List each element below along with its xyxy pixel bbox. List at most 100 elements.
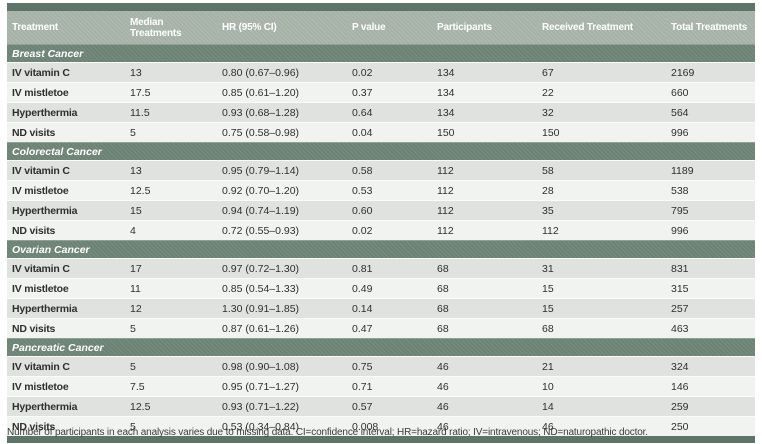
cell-hr-95-ci: 0.98 (0.90–1.08): [217, 356, 347, 377]
section-title: Ovarian Cancer: [7, 240, 755, 259]
cell-treatment: Hyperthermia: [7, 200, 125, 221]
cell-participants: 112: [432, 160, 537, 181]
cell-median-treatments: 4: [125, 220, 217, 241]
table-row: IV vitamin C 13 0.80 (0.67–0.96) 0.02 134 67 2…: [7, 62, 755, 83]
cell-participants: 46: [432, 396, 537, 417]
cell-p-value: 0.57: [347, 396, 432, 417]
cell-received-treatment: 21: [537, 356, 666, 377]
cell-p-value: 0.04: [347, 122, 432, 143]
cell-p-value: 0.75: [347, 356, 432, 377]
cell-treatment: IV vitamin C: [7, 258, 125, 279]
cell-median-treatments: 17: [125, 258, 217, 279]
cell-total-treatments: 146: [666, 376, 755, 397]
table-top-rule: [7, 3, 755, 11]
cell-hr-95-ci: 0.53 (0.34–0.84): [217, 416, 347, 436]
cell-total-treatments: 315: [666, 278, 755, 299]
cell-received-treatment: 22: [537, 82, 666, 103]
cell-total-treatments: 259: [666, 396, 755, 417]
table-row: ND visits 5 0.53 (0.34–0.84) 0.008 46 46 250: [7, 416, 755, 436]
cell-p-value: 0.008: [347, 416, 432, 436]
cell-total-treatments: 660: [666, 82, 755, 103]
cell-total-treatments: 831: [666, 258, 755, 279]
table-row: IV mistletoe 12.5 0.92 (0.70–1.20) 0.53 112 2…: [7, 180, 755, 201]
cell-hr-95-ci: 0.75 (0.58–0.98): [217, 122, 347, 143]
section-header-row: Breast Cancer: [7, 44, 755, 63]
table-row: IV mistletoe 7.5 0.95 (0.71–1.27) 0.71 46 10 1…: [7, 376, 755, 397]
cell-treatment: ND visits: [7, 220, 125, 241]
table-row: IV mistletoe 17.5 0.85 (0.61–1.20) 0.37 134 2…: [7, 82, 755, 103]
cell-treatment: IV vitamin C: [7, 160, 125, 181]
cell-participants: 68: [432, 298, 537, 319]
table-row: ND visits 5 0.87 (0.61–1.26) 0.47 68 68 463: [7, 318, 755, 339]
section-title: Pancreatic Cancer: [7, 338, 755, 357]
table-row: Hyperthermia 12 1.30 (0.91–1.85) 0.14 68 15 25…: [7, 298, 755, 319]
data-table: Treatment Median Treatments HR (95% CI) …: [7, 11, 755, 436]
cell-participants: 134: [432, 102, 537, 123]
cell-hr-95-ci: 1.30 (0.91–1.85): [217, 298, 347, 319]
cell-hr-95-ci: 0.87 (0.61–1.26): [217, 318, 347, 339]
cell-hr-95-ci: 0.94 (0.74–1.19): [217, 200, 347, 221]
cell-p-value: 0.49: [347, 278, 432, 299]
cell-treatment: IV mistletoe: [7, 278, 125, 299]
cell-total-treatments: 1189: [666, 160, 755, 181]
cell-total-treatments: 250: [666, 416, 755, 436]
cell-p-value: 0.60: [347, 200, 432, 221]
cell-participants: 46: [432, 376, 537, 397]
cell-median-treatments: 17.5: [125, 82, 217, 103]
table-row: Hyperthermia 12.5 0.93 (0.71–1.22) 0.57 46 14…: [7, 396, 755, 417]
section-header-row: Colorectal Cancer: [7, 142, 755, 161]
cell-participants: 46: [432, 416, 537, 436]
cell-median-treatments: 12.5: [125, 396, 217, 417]
cell-participants: 134: [432, 82, 537, 103]
table-row: IV vitamin C 13 0.95 (0.79–1.14) 0.58 112 58 1…: [7, 160, 755, 181]
cell-p-value: 0.81: [347, 258, 432, 279]
cell-total-treatments: 2169: [666, 62, 755, 83]
table-row: IV mistletoe 11 0.85 (0.54–1.33) 0.49 68 15 31…: [7, 278, 755, 299]
column-header-treatment: Treatment: [7, 11, 125, 45]
cell-median-treatments: 12.5: [125, 180, 217, 201]
cell-received-treatment: 150: [537, 122, 666, 143]
cell-median-treatments: 5: [125, 318, 217, 339]
section-title: Colorectal Cancer: [7, 142, 755, 161]
cell-median-treatments: 5: [125, 122, 217, 143]
cell-participants: 112: [432, 200, 537, 221]
cell-treatment: IV mistletoe: [7, 82, 125, 103]
cell-received-treatment: 58: [537, 160, 666, 181]
cell-received-treatment: 15: [537, 278, 666, 299]
cell-received-treatment: 68: [537, 318, 666, 339]
cell-hr-95-ci: 0.72 (0.55–0.93): [217, 220, 347, 241]
cell-participants: 68: [432, 318, 537, 339]
cell-median-treatments: 11.5: [125, 102, 217, 123]
table-row: IV vitamin C 17 0.97 (0.72–1.30) 0.81 68 31 83…: [7, 258, 755, 279]
table-row: ND visits 5 0.75 (0.58–0.98) 0.04 150 150 996: [7, 122, 755, 143]
cell-treatment: Hyperthermia: [7, 298, 125, 319]
cell-received-treatment: 32: [537, 102, 666, 123]
cell-hr-95-ci: 0.93 (0.68–1.28): [217, 102, 347, 123]
cell-median-treatments: 5: [125, 416, 217, 436]
cell-treatment: IV mistletoe: [7, 376, 125, 397]
cell-hr-95-ci: 0.95 (0.79–1.14): [217, 160, 347, 181]
section-title: Breast Cancer: [7, 44, 755, 63]
cell-participants: 68: [432, 258, 537, 279]
table-body: Breast Cancer IV vitamin C 13 0.80 (0.67–0.…: [7, 44, 755, 436]
cell-p-value: 0.64: [347, 102, 432, 123]
column-header-hr-95-ci: HR (95% CI): [217, 11, 347, 45]
cell-treatment: IV vitamin C: [7, 62, 125, 83]
column-header-p-value: P value: [347, 11, 432, 45]
cell-received-treatment: 15: [537, 298, 666, 319]
cell-median-treatments: 12: [125, 298, 217, 319]
cell-received-treatment: 31: [537, 258, 666, 279]
cell-p-value: 0.71: [347, 376, 432, 397]
cell-treatment: ND visits: [7, 416, 125, 436]
cell-received-treatment: 46: [537, 416, 666, 436]
table-row: Hyperthermia 11.5 0.93 (0.68–1.28) 0.64 134 3…: [7, 102, 755, 123]
column-header-median-treatments: Median Treatments: [125, 11, 217, 45]
cell-median-treatments: 15: [125, 200, 217, 221]
cell-total-treatments: 257: [666, 298, 755, 319]
cell-treatment: ND visits: [7, 122, 125, 143]
cell-median-treatments: 5: [125, 356, 217, 377]
cell-hr-95-ci: 0.97 (0.72–1.30): [217, 258, 347, 279]
cell-received-treatment: 35: [537, 200, 666, 221]
cell-received-treatment: 10: [537, 376, 666, 397]
